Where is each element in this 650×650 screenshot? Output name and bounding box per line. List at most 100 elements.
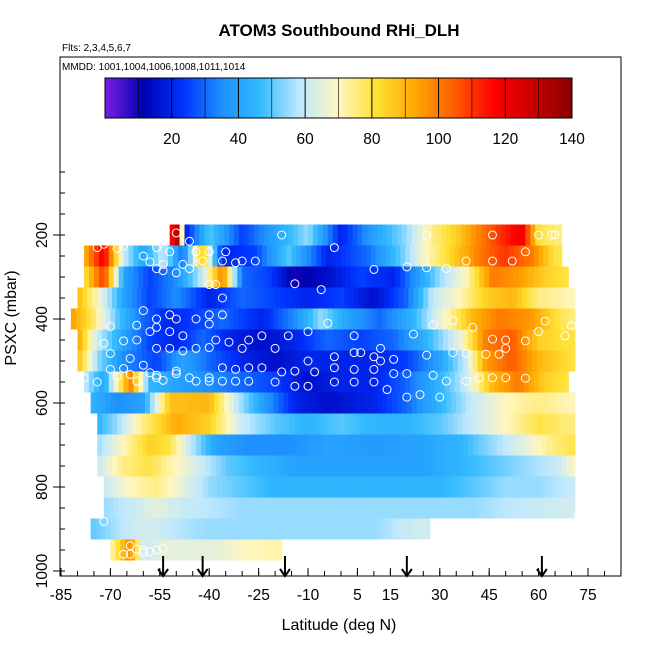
data-point [250, 256, 260, 266]
heatmap-cell [525, 308, 531, 330]
heatmap-cell [90, 518, 97, 540]
heatmap-cell [118, 371, 125, 393]
heatmap-cell [484, 497, 490, 519]
heatmap-cell [238, 392, 245, 414]
heatmap-cell [334, 350, 340, 372]
heatmap-cell [301, 266, 307, 288]
heatmap-cell [337, 392, 344, 414]
heatmap-cell [359, 434, 365, 456]
data-point [422, 230, 432, 240]
heatmap-cell [428, 455, 434, 477]
heatmap-cell [202, 497, 209, 519]
heatmap-cell [293, 224, 299, 246]
heatmap-cell [520, 308, 527, 330]
heatmap-cell [189, 224, 195, 246]
data-point [244, 363, 254, 373]
heatmap-cell [283, 308, 289, 330]
heatmap-cell [530, 224, 536, 246]
heatmap-cell [332, 224, 339, 246]
heatmap-cell [168, 371, 174, 393]
heatmap-cell [454, 497, 461, 519]
heatmap-cell [334, 413, 340, 435]
heatmap-cell [186, 329, 192, 351]
heatmap-cell [186, 350, 192, 372]
data-point [231, 258, 241, 268]
heatmap-cell [194, 518, 200, 540]
heatmap-cell [161, 350, 167, 372]
data-point [158, 375, 168, 385]
heatmap-cell [364, 413, 370, 435]
heatmap-cell [368, 329, 375, 351]
heatmap-cell [128, 245, 135, 267]
heatmap-cell [227, 476, 233, 498]
heatmap-cell [396, 392, 403, 414]
heatmap-cell [316, 371, 322, 393]
data-point [171, 268, 181, 278]
heatmap-cell [184, 308, 191, 330]
heatmap-cell [339, 413, 345, 435]
heatmap-cell [522, 434, 528, 456]
heatmap-cell [405, 476, 411, 498]
heatmap-cell [571, 287, 576, 309]
heatmap-cell [563, 266, 569, 288]
heatmap-cell [454, 476, 461, 498]
heatmap-cell [485, 392, 492, 414]
heatmap-cell [444, 245, 451, 267]
heatmap-cell [169, 518, 176, 540]
heatmap-cell [499, 266, 505, 288]
heatmap-cell [245, 350, 251, 372]
heatmap-cell [169, 392, 176, 414]
heatmap-cell [306, 245, 312, 267]
data-point [191, 247, 201, 257]
heatmap-cell [191, 350, 197, 372]
heatmap-cell [261, 371, 268, 393]
heatmap-cell [309, 287, 316, 309]
heatmap-cell [454, 266, 461, 288]
heatmap-cell [263, 224, 270, 246]
heatmap-cell [97, 413, 103, 435]
heatmap-cell [459, 476, 466, 498]
heatmap-cell [360, 266, 367, 288]
heatmap-cell [126, 287, 133, 309]
heatmap-cell [312, 224, 319, 246]
x-tick-label: -85 [50, 587, 72, 604]
heatmap-cell [294, 329, 301, 351]
heatmap-cell [388, 329, 395, 351]
heatmap-cell [568, 476, 574, 498]
heatmap-cell [110, 308, 116, 330]
heatmap-cell [329, 413, 335, 435]
heatmap-cell [423, 287, 429, 309]
heatmap-cell [98, 266, 105, 288]
heatmap-cell [322, 308, 329, 330]
heatmap-cell [556, 329, 563, 351]
heatmap-cell [135, 518, 141, 540]
heatmap-cell [324, 413, 331, 435]
heatmap-cell [238, 224, 245, 246]
heatmap-cell [151, 413, 158, 435]
heatmap-cell [110, 539, 116, 561]
heatmap-cell [457, 413, 464, 435]
data-point [290, 279, 300, 289]
heatmap-cell [479, 371, 485, 393]
heatmap-cell [77, 329, 84, 351]
x-tick-label: -55 [149, 587, 171, 604]
heatmap-cell [517, 350, 523, 372]
heatmap-cell [454, 245, 461, 267]
colorbar-tick-label: 140 [559, 131, 585, 148]
data-point [402, 392, 412, 402]
heatmap-cell [387, 392, 393, 414]
x-axis: -85 -70 -55 -40 -25 -10 5 15 30 45 60 75 [50, 568, 622, 604]
heatmap-cell [176, 413, 182, 435]
heatmap-cell [237, 497, 243, 519]
heatmap-cell [148, 497, 154, 519]
heatmap-cell [398, 287, 405, 309]
heatmap-cell [344, 329, 350, 351]
heatmap-cell [243, 224, 250, 246]
heatmap-cell [245, 287, 251, 309]
heatmap-cell [220, 413, 227, 435]
heatmap-cell [401, 518, 408, 540]
heatmap-cell [304, 329, 311, 351]
data-point [132, 376, 142, 386]
heatmap-cell [115, 539, 121, 561]
